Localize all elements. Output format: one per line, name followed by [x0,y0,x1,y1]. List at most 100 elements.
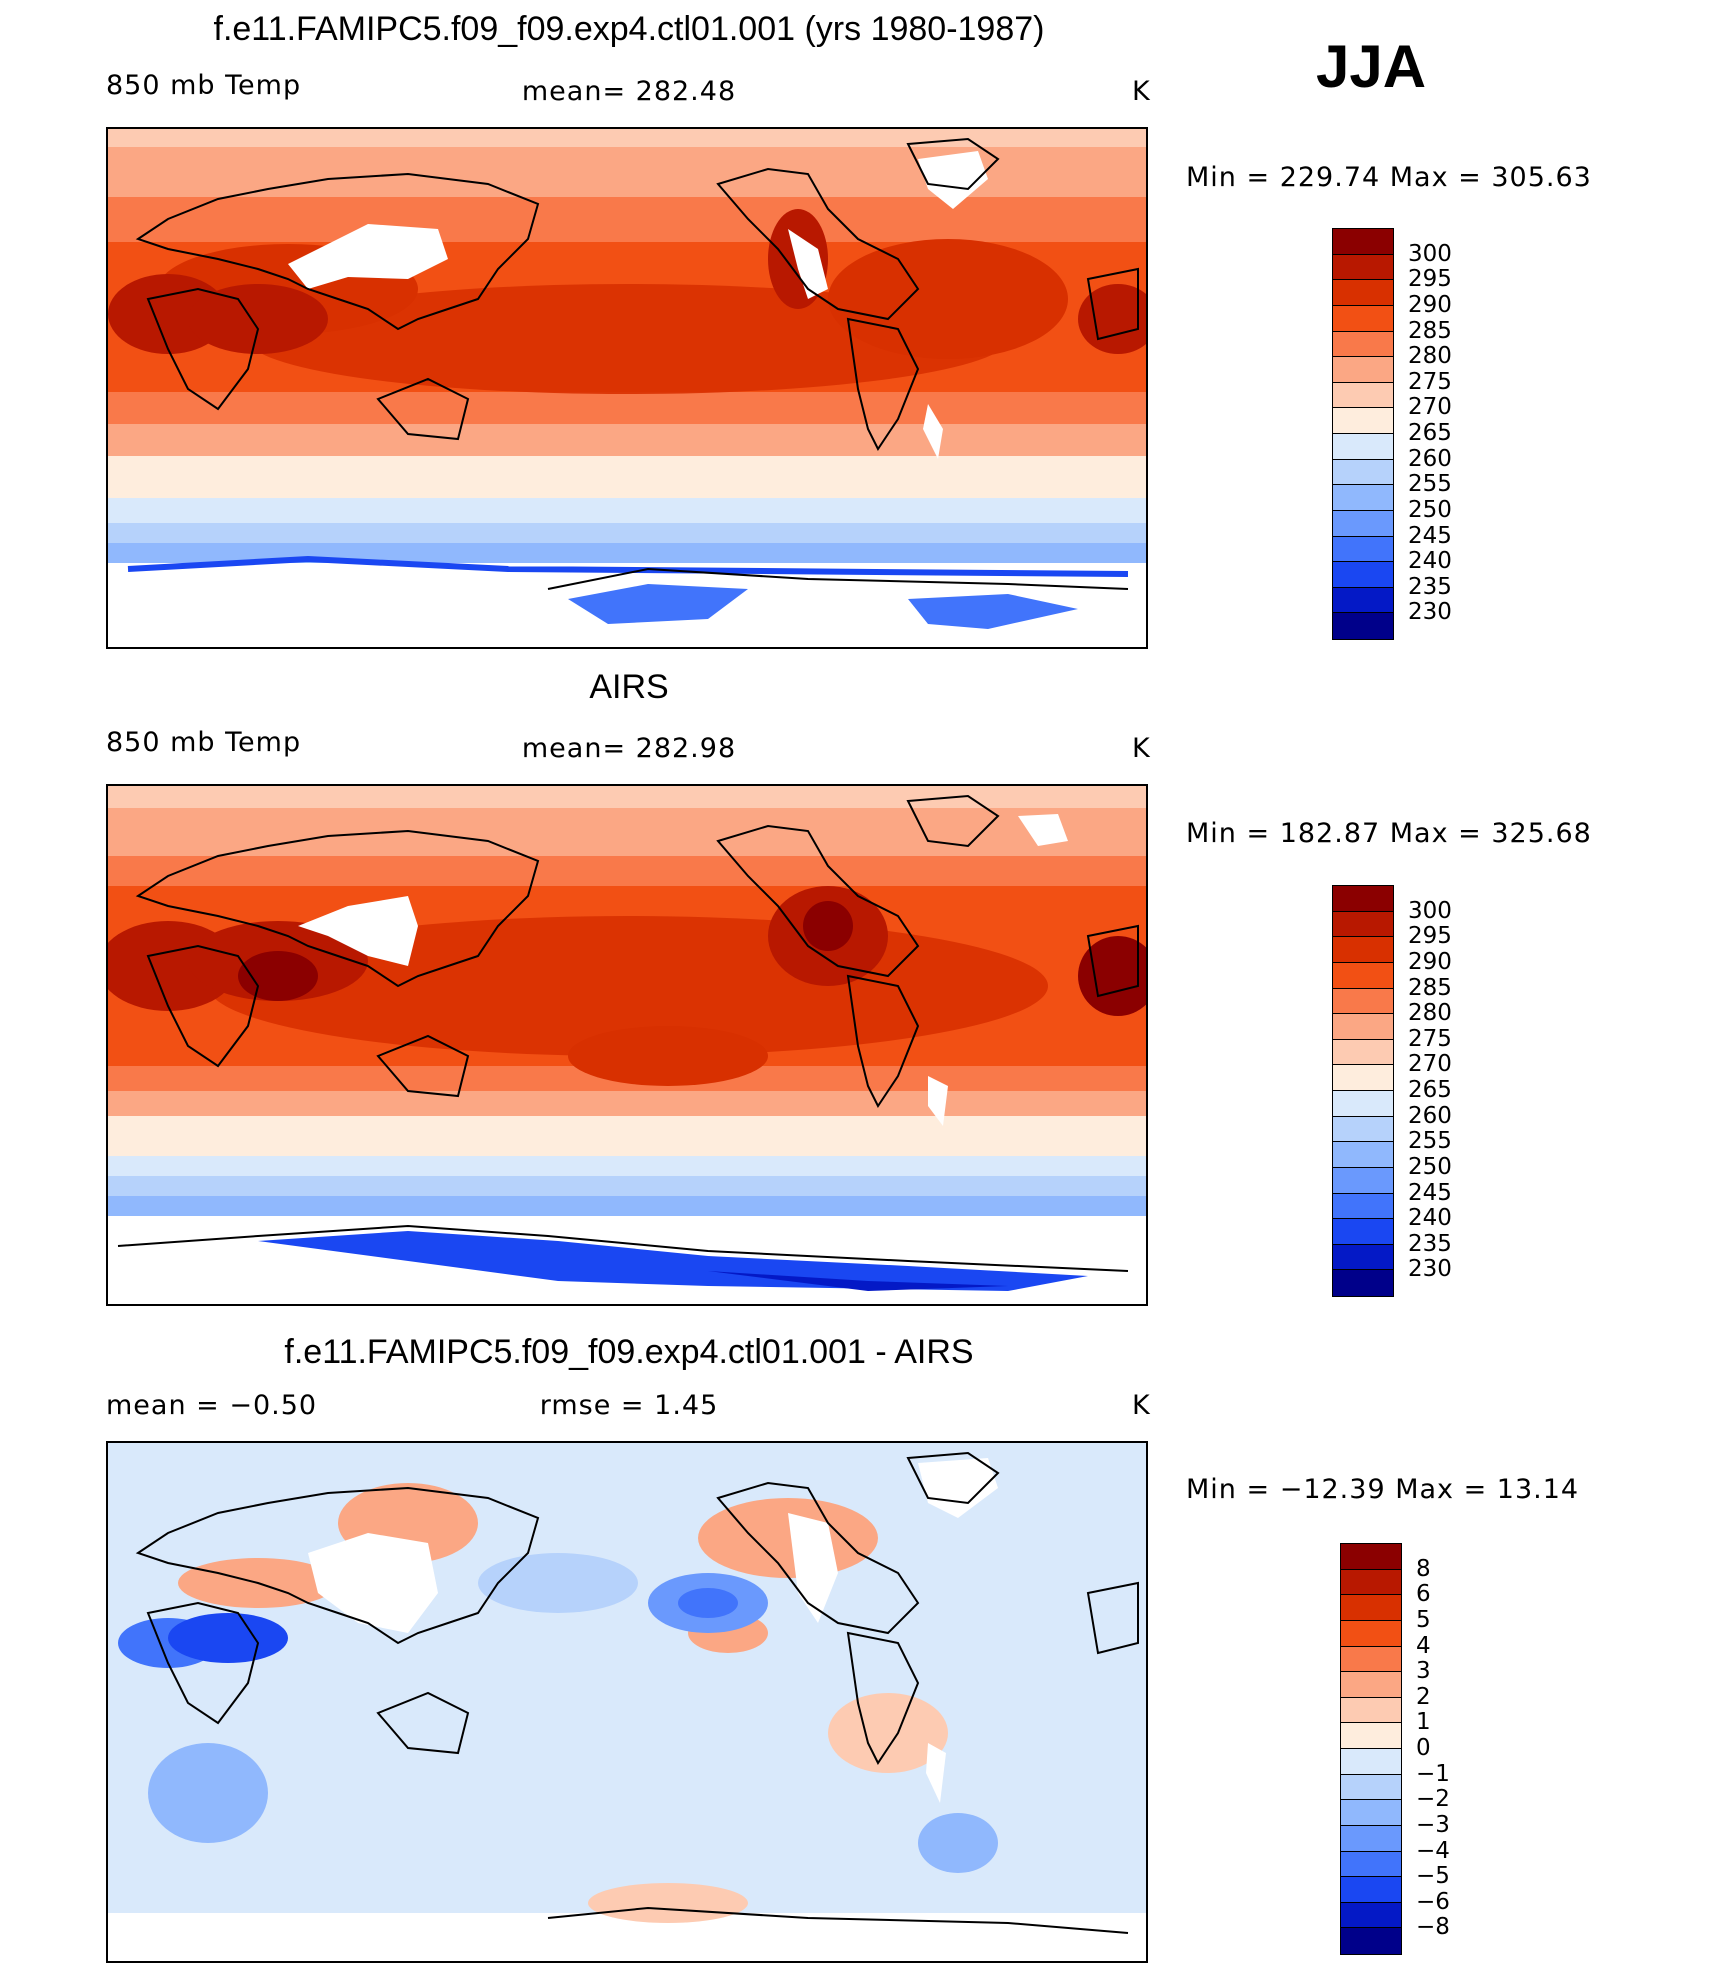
colorbar-swatch [1333,911,1393,938]
colorbar-swatch [1333,1244,1393,1271]
colorbar-swatch [1333,1193,1393,1220]
band [108,197,1146,242]
colorbar-swatch [1333,886,1393,912]
colorbar-swatch [1341,1877,1401,1903]
colorbar-swatch [1341,1620,1401,1647]
colorbar-tick-label: −3 [1416,1811,1450,1838]
panel-1-minmax: Min = 229.74 Max = 305.63 [1186,162,1592,193]
panel-2-variable-label: 850 mb Temp [106,727,302,758]
colorbar-swatch [1333,280,1393,306]
colorbar-tick-label: 275 [1408,1025,1452,1052]
panel-2-minmax: Min = 182.87 Max = 325.68 [1186,818,1592,849]
panel-1-map [106,127,1148,649]
colorbar-tick-label: 3 [1416,1658,1431,1685]
colorbar-swatch [1333,510,1393,537]
colorbar-tick-label: 6 [1416,1581,1431,1608]
colorbar-tick-label: −4 [1416,1837,1450,1864]
colorbar-swatch [1333,1270,1393,1296]
colorbar-tick-label: 300 [1408,240,1452,267]
panel-3-map [106,1441,1148,1963]
band [108,498,1146,523]
panel-1-colorbar [1332,228,1394,640]
band [108,1091,1146,1116]
panel-3-rmse-label: rmse = 1.45 [539,1390,719,1421]
panel-1-colorbar-ticks: 300 295 290 285 280 275 270 265 260 255 250 245 240 2… [1408,228,1508,638]
colorbar-tick-label: 0 [1416,1735,1431,1761]
colorbar-swatch [1341,1800,1401,1826]
panel-2-title: AIRS [589,668,669,706]
band [108,1116,1146,1156]
colorbar-tick-label: −2 [1416,1786,1450,1813]
band [108,1156,1146,1176]
panel-1-map-canvas [108,129,1146,647]
colorbar-swatch [1333,562,1393,588]
colorbar-swatch [1333,1219,1393,1245]
coastlines [117,794,1139,1272]
colorbar-tick-label: 300 [1408,897,1452,924]
colorbar-tick-label: 275 [1408,368,1452,395]
colorbar-tick-label: 295 [1408,266,1452,293]
colorbar-swatch [1333,1091,1393,1117]
panel-2-map-canvas [108,786,1146,1304]
colorbar-swatch [1341,1595,1401,1621]
colorbar-swatch [1341,1928,1401,1954]
colorbar-swatch [1333,485,1393,511]
colorbar-tick-label: 260 [1408,445,1452,472]
colorbar-swatch [1333,305,1393,332]
colorbar-swatch [1333,331,1393,358]
colorbar-swatch [1341,1544,1401,1570]
colorbar-swatch [1341,1672,1401,1698]
colorbar-tick-label: 265 [1408,420,1452,446]
colorbar-swatch [1333,587,1393,614]
panel-2-units: K [1132,733,1151,764]
colorbar-swatch [1341,1646,1401,1673]
colorbar-swatch [1333,962,1393,989]
band [108,456,1146,498]
panel-1-units: K [1132,76,1151,107]
band [108,1176,1146,1196]
panel-2-colorbar-ticks: 300 295 290 285 280 275 270 265 260 255 250 245 240 2… [1408,885,1508,1295]
colorbar-tick-label: 4 [1416,1632,1431,1659]
colorbar-swatch [1333,408,1393,434]
colorbar-tick-label: 245 [1408,1179,1452,1206]
colorbar-swatch [1341,1774,1401,1801]
colorbar-swatch [1333,937,1393,963]
panel-3-units: K [1132,1390,1151,1421]
colorbar-tick-label: 250 [1408,1153,1452,1180]
colorbar-tick-label: 250 [1408,496,1452,523]
colorbar-tick-label: −5 [1416,1863,1450,1890]
colorbar-swatch [1333,254,1393,281]
colorbar-swatch [1333,434,1393,460]
colorbar-tick-label: 230 [1408,1256,1452,1283]
colorbar-tick-label: 240 [1408,1205,1452,1232]
band [108,808,1146,856]
colorbar-swatch [1341,1851,1401,1878]
band [108,1196,1146,1216]
colorbar-swatch [1341,1697,1401,1724]
colorbar-swatch [1333,382,1393,409]
colorbar-tick-label: 2 [1416,1683,1431,1710]
colorbar-tick-label: −8 [1416,1914,1450,1941]
band [108,856,1146,886]
panel-3-minmax: Min = −12.39 Max = 13.14 [1186,1474,1580,1505]
band [108,786,1146,808]
coastlines [135,137,1139,590]
colorbar-swatch [1333,1167,1393,1194]
band [108,129,1146,147]
colorbar-swatch [1333,1142,1393,1168]
colorbar-swatch [1333,1039,1393,1066]
colorbar-tick-label: 240 [1408,548,1452,575]
colorbar-tick-label: 255 [1408,471,1452,498]
colorbar-tick-label: 270 [1408,394,1452,421]
colorbar-swatch [1333,459,1393,486]
colorbar-tick-label: 8 [1416,1555,1431,1582]
colorbar-tick-label: 245 [1408,522,1452,549]
colorbar-swatch [1341,1723,1401,1749]
panel-1-title: f.e11.FAMIPC5.f09_f09.exp4.ctl01.001 (yr… [213,10,1045,48]
colorbar-tick-label: 270 [1408,1051,1452,1078]
colorbar-swatch [1333,1014,1393,1040]
colorbar-swatch [1333,357,1393,383]
panel-2-colorbar [1332,885,1394,1297]
colorbar-swatch [1333,1065,1393,1091]
colorbar-tick-label: 260 [1408,1102,1452,1129]
